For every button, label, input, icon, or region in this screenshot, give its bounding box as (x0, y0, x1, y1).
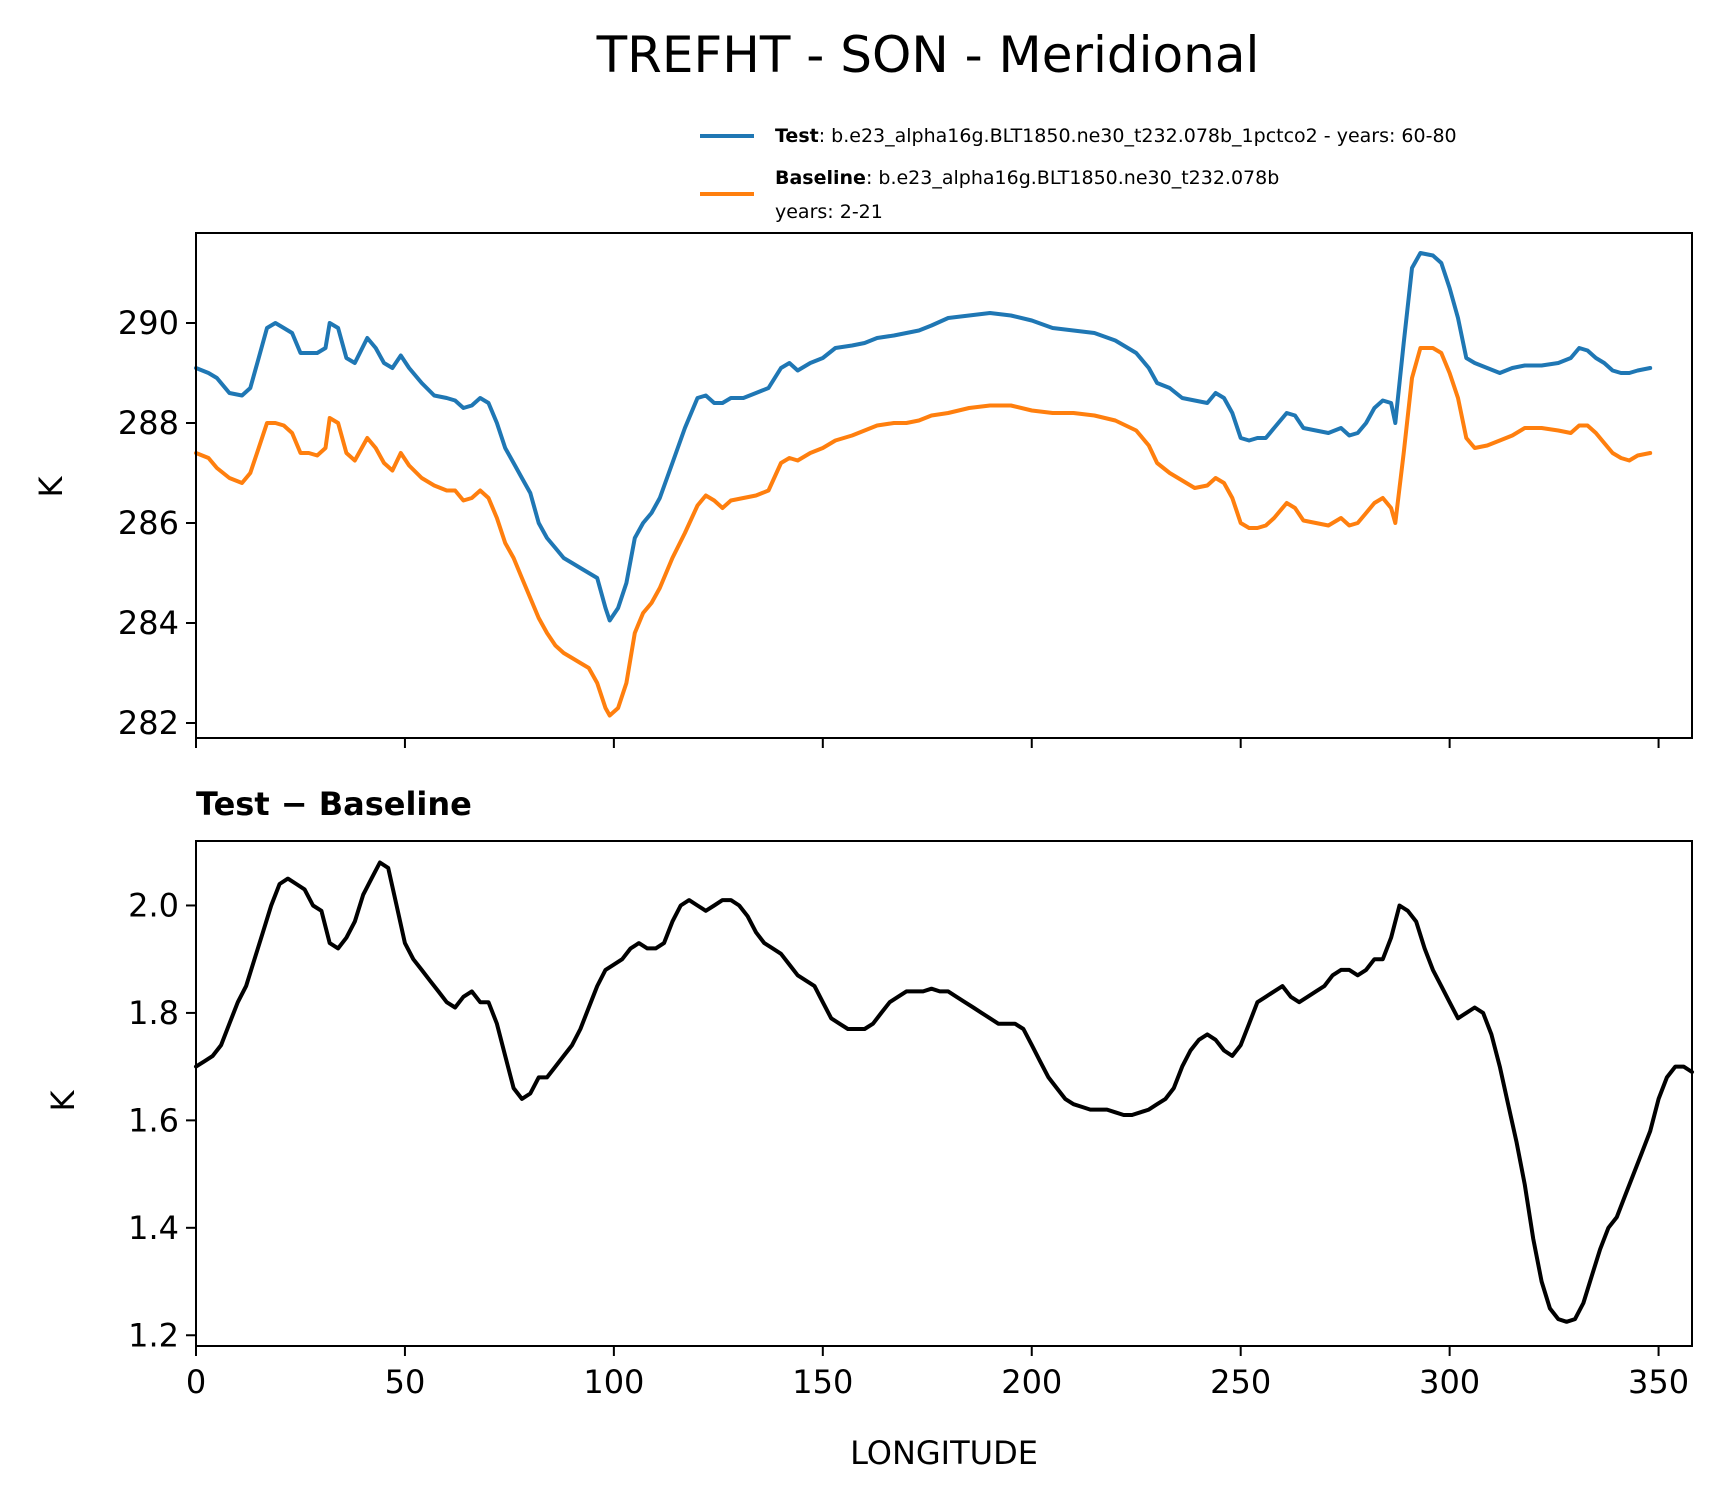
top-y-tick-label: 290 (118, 304, 179, 342)
bottom-x-tick-label: 200 (1001, 1363, 1062, 1401)
bottom-panel-xlabel: LONGITUDE (850, 1434, 1038, 1472)
legend-baseline-years: years: 2-21 (775, 201, 883, 223)
figure-title: TREFHT - SON - Meridional (596, 26, 1260, 84)
bottom-panel-title: Test − Baseline (196, 785, 472, 823)
svg-text:Baseline: b.e23_alpha16g.BLT18: Baseline: b.e23_alpha16g.BLT1850.ne30_t2… (775, 167, 1279, 189)
bottom-x-tick-label: 0 (186, 1363, 206, 1401)
legend-test-label: Test (775, 125, 819, 147)
top-y-tick-label: 284 (118, 604, 179, 642)
legend-baseline-label: Baseline (775, 167, 866, 189)
top-panel-axes: 282 284 286 288 290 (118, 304, 1660, 748)
bottom-x-tick-label: 150 (792, 1363, 853, 1401)
top-y-tick-label: 286 (118, 504, 179, 542)
top-panel-lines (194, 251, 1653, 718)
bottom-x-tick-label: 100 (583, 1363, 644, 1401)
top-panel-ylabel: K (32, 475, 70, 497)
bottom-panel-lines (194, 860, 1694, 1324)
bottom-panel-axes: 0 50 100 150 200 250 300 350 1.2 1.4 1.6 1.8 2.0 (128, 886, 1689, 1401)
bottom-y-tick-label: 1.2 (128, 1316, 179, 1354)
legend: Test: b.e23_alpha16g.BLT1850.ne30_t232.0… (700, 125, 1457, 223)
bottom-y-tick-label: 1.6 (128, 1101, 179, 1139)
bottom-panel: Test − Baseline 0 50 100 150 200 250 300 350 1.2… (44, 785, 1694, 1472)
bottom-x-tick-label: 300 (1419, 1363, 1480, 1401)
top-panel-frame (195, 232, 1693, 739)
bottom-panel-ylabel: K (44, 1089, 82, 1111)
bottom-x-tick-label: 250 (1210, 1363, 1271, 1401)
bottom-y-tick-label: 1.8 (128, 994, 179, 1032)
top-series-baseline (194, 346, 1653, 718)
bottom-y-tick-label: 1.4 (128, 1209, 179, 1247)
legend-baseline-desc: : b.e23_alpha16g.BLT1850.ne30_t232.078b (866, 167, 1279, 189)
bottom-y-tick-label: 2.0 (128, 886, 179, 924)
legend-test-desc: : b.e23_alpha16g.BLT1850.ne30_t232.078b_… (819, 125, 1457, 147)
top-panel: 282 284 286 288 290 K (32, 232, 1693, 748)
svg-text:Test: b.e23_alpha16g.BLT1850.n: Test: b.e23_alpha16g.BLT1850.ne30_t232.0… (775, 125, 1457, 147)
bottom-series-test-baseline (194, 860, 1694, 1324)
bottom-x-tick-label: 350 (1628, 1363, 1689, 1401)
top-y-tick-label: 288 (118, 404, 179, 442)
bottom-x-tick-label: 50 (385, 1363, 426, 1401)
top-y-tick-label: 282 (118, 704, 179, 742)
bottom-panel-frame (195, 840, 1693, 1347)
top-series-test (194, 251, 1653, 623)
